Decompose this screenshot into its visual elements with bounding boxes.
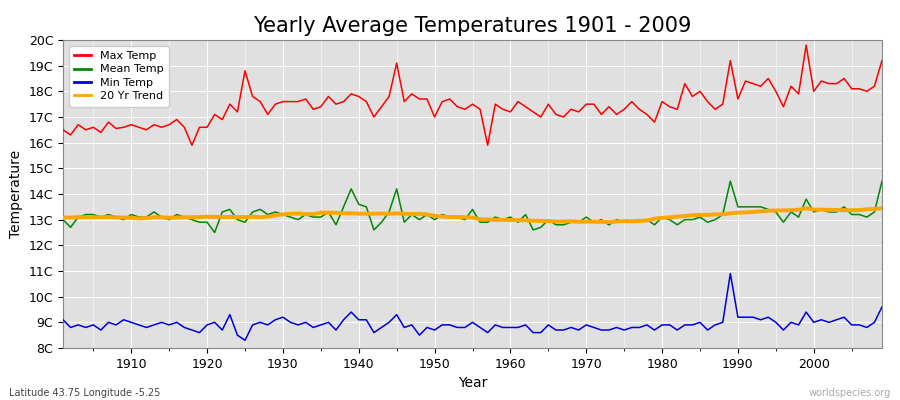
Legend: Max Temp, Mean Temp, Min Temp, 20 Yr Trend: Max Temp, Mean Temp, Min Temp, 20 Yr Tre… — [68, 46, 169, 107]
Y-axis label: Temperature: Temperature — [9, 150, 23, 238]
Text: Latitude 43.75 Longitude -5.25: Latitude 43.75 Longitude -5.25 — [9, 388, 160, 398]
Text: worldspecies.org: worldspecies.org — [809, 388, 891, 398]
X-axis label: Year: Year — [458, 376, 487, 390]
Title: Yearly Average Temperatures 1901 - 2009: Yearly Average Temperatures 1901 - 2009 — [253, 16, 692, 36]
